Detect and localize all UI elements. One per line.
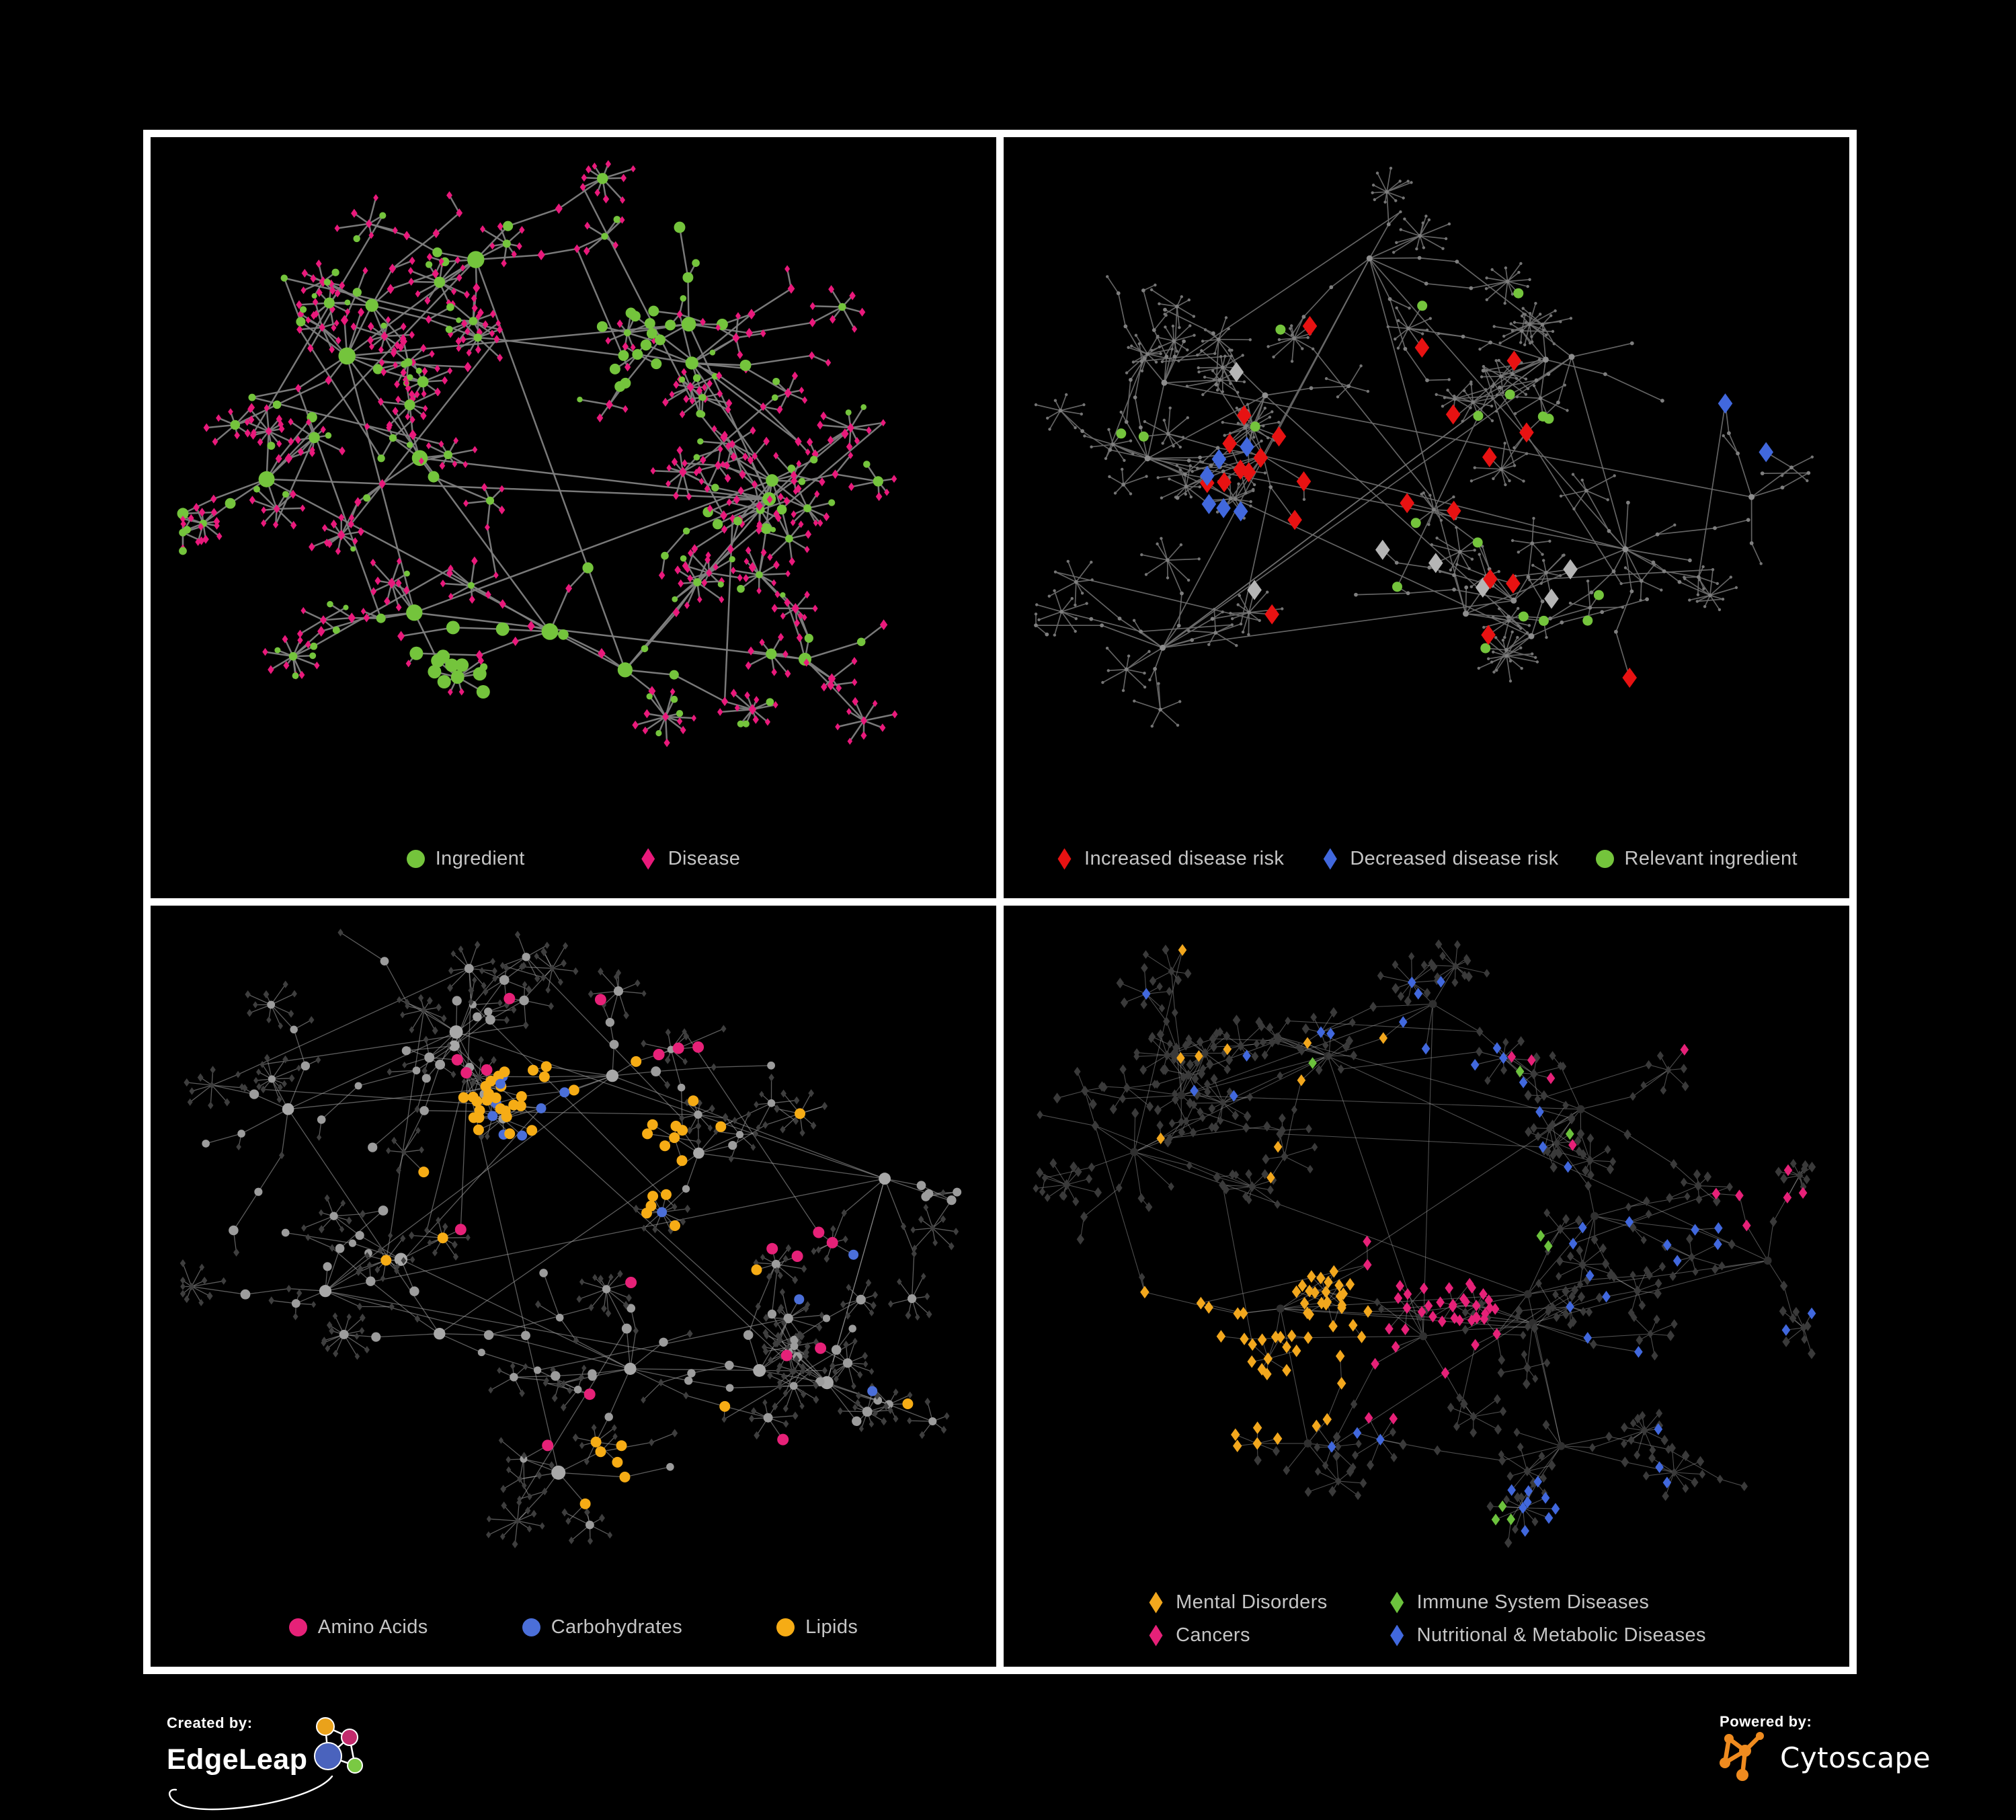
circle-swatch xyxy=(522,1618,540,1636)
legend-item-increased-disease-risk: Increased disease risk xyxy=(1055,848,1284,870)
legend-item-nutritional-metabolic-diseases: Nutritional & Metabolic Diseases xyxy=(1388,1624,1706,1647)
macronutrients-legend: Amino Acids Carbohydrates Lipids xyxy=(151,1616,996,1638)
legend-label: Decreased disease risk xyxy=(1350,848,1559,869)
cytoscape-attribution: Powered by: Cytoscape xyxy=(1720,1713,1948,1801)
diamond-swatch xyxy=(1390,1624,1404,1647)
legend-item-relevant-ingredient: Relevant ingredient xyxy=(1595,848,1798,870)
panel-ingredient-disease: Ingredient Disease xyxy=(151,137,996,898)
legend-label: Relevant ingredient xyxy=(1624,848,1798,869)
diamond-swatch xyxy=(641,848,655,870)
legend-label: Disease xyxy=(668,848,741,869)
circle-swatch xyxy=(776,1618,795,1636)
legend-label: Carbohydrates xyxy=(551,1616,683,1638)
legend-label: Amino Acids xyxy=(317,1616,428,1638)
disease-categories-legend: Mental Disorders Immune System Diseases Ca… xyxy=(1004,1591,1849,1647)
legend-item-mental-disorders: Mental Disorders xyxy=(1147,1591,1328,1614)
legend-item-lipids: Lipids xyxy=(776,1616,858,1638)
circle-swatch xyxy=(288,1618,307,1636)
powered-by-label: Powered by: xyxy=(1720,1713,1812,1730)
panel-macronutrients: Amino Acids Carbohydrates Lipids xyxy=(151,906,996,1667)
legend-item-disease: Disease xyxy=(639,848,741,870)
circle-swatch xyxy=(406,850,425,868)
legend-label: Cancers xyxy=(1176,1624,1250,1646)
panel-disease-risk: Increased disease risk Decreased disease … xyxy=(1004,137,1849,898)
legend-label: Increased disease risk xyxy=(1084,848,1285,869)
legend-item-ingredient: Ingredient xyxy=(406,848,525,870)
diamond-swatch xyxy=(1390,1591,1404,1614)
ingredient-disease-legend: Ingredient Disease xyxy=(151,848,996,870)
circle-swatch xyxy=(1595,850,1614,868)
diamond-swatch xyxy=(1149,1624,1163,1647)
legend-item-cancers: Cancers xyxy=(1147,1624,1328,1647)
legend-label: Nutritional & Metabolic Diseases xyxy=(1416,1624,1706,1646)
cytoscape-wordmark: Cytoscape xyxy=(1780,1741,1931,1774)
created-by-label: Created by: xyxy=(167,1714,253,1731)
cytoscape-logo-icon xyxy=(1720,1732,1764,1781)
legend-label: Mental Disorders xyxy=(1176,1591,1328,1613)
legend-label: Lipids xyxy=(805,1616,858,1638)
disease-categories-network-graph xyxy=(1033,939,1816,1548)
ingredient-disease-network-graph xyxy=(177,160,898,748)
legend-label: Immune System Diseases xyxy=(1416,1591,1650,1613)
macronutrients-network-graph xyxy=(179,928,962,1548)
diamond-swatch xyxy=(1149,1591,1163,1614)
edgeleap-wordmark: EdgeLeap xyxy=(167,1743,308,1776)
edgeleap-logo-icon xyxy=(313,1717,363,1774)
legend-item-decreased-disease-risk: Decreased disease risk xyxy=(1321,848,1558,870)
disease-risk-network-graph xyxy=(1034,167,1814,728)
panel-grid: Ingredient Disease Increased disease risk… xyxy=(143,130,1857,1674)
edgeleap-attribution: Created by: EdgeLeap xyxy=(167,1714,395,1815)
legend-item-carbohydrates: Carbohydrates xyxy=(522,1616,682,1638)
panel-disease-categories: Mental Disorders Immune System Diseases Ca… xyxy=(1004,906,1849,1667)
legend-item-amino-acids: Amino Acids xyxy=(288,1616,428,1638)
legend-label: Ingredient xyxy=(435,848,525,869)
diamond-swatch xyxy=(1057,848,1072,870)
diamond-swatch xyxy=(1323,848,1337,870)
legend-item-immune-system-diseases: Immune System Diseases xyxy=(1388,1591,1706,1614)
disease-risk-legend: Increased disease risk Decreased disease … xyxy=(1004,848,1849,870)
